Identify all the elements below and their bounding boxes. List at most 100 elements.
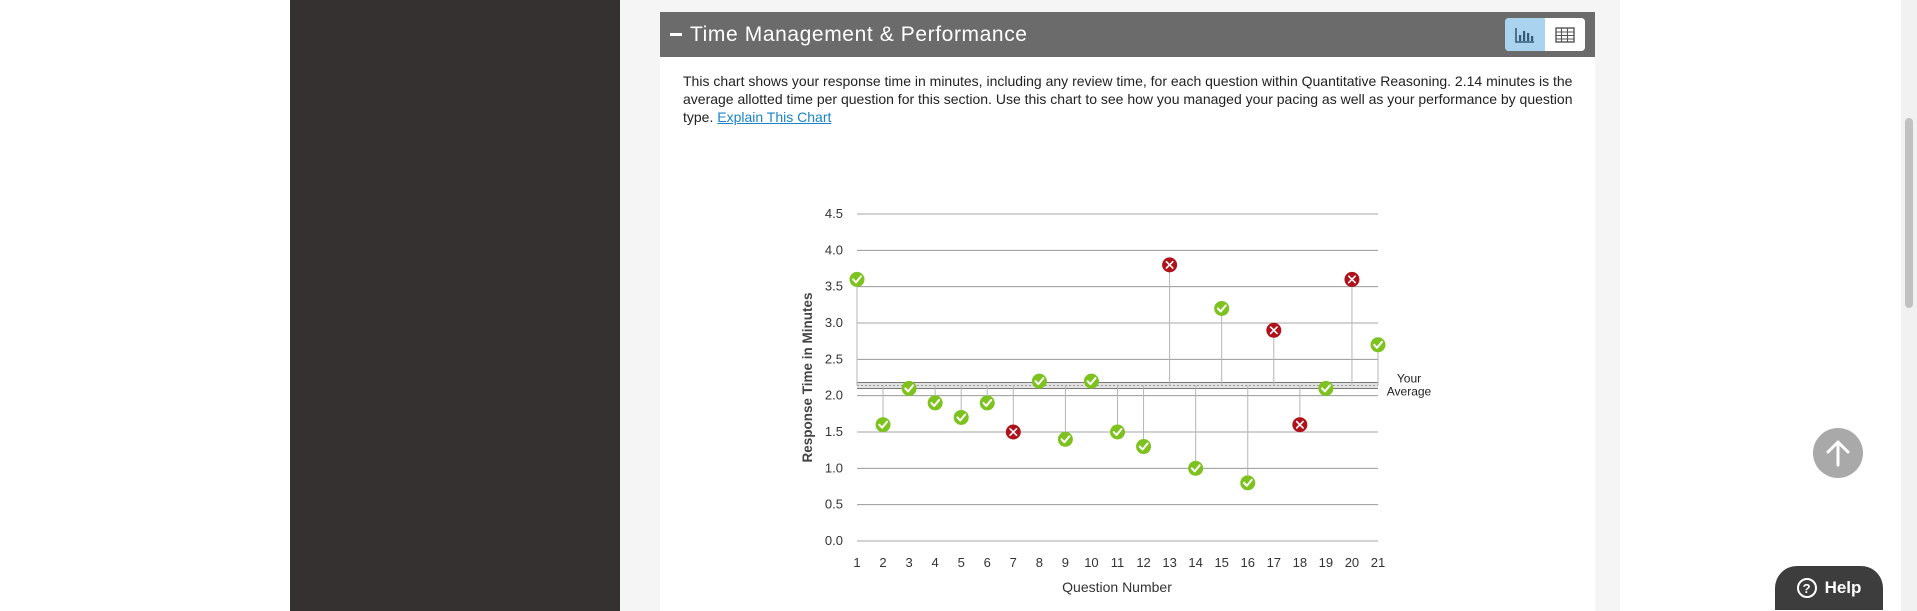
incorrect-point <box>1292 417 1308 433</box>
help-button[interactable]: ? Help <box>1775 566 1883 610</box>
help-label: Help <box>1824 578 1862 597</box>
correct-point <box>1188 460 1204 476</box>
x-tick-label: 1 <box>853 555 860 570</box>
check-icon <box>901 380 917 396</box>
left-margin <box>0 0 290 611</box>
section-header: Time Management & Performance <box>660 12 1595 57</box>
check-mark <box>904 384 915 393</box>
correct-point <box>1370 337 1386 353</box>
check-mark <box>1086 377 1097 386</box>
x-tick-label: 4 <box>932 555 939 570</box>
correct-point <box>927 395 943 411</box>
incorrect-point <box>1266 322 1282 338</box>
correct-point <box>849 271 865 287</box>
check-icon <box>1188 460 1204 476</box>
x-tick-label: 5 <box>958 555 965 570</box>
x-tick-label: 3 <box>905 555 912 570</box>
x-mark <box>1269 326 1278 335</box>
check-mark <box>982 398 993 407</box>
x-tick-label: 15 <box>1214 555 1228 570</box>
check-mark <box>1242 478 1253 487</box>
y-tick-label: 3.5 <box>825 279 843 294</box>
correct-point <box>979 395 995 411</box>
correct-point <box>1136 439 1152 455</box>
x-tick-label: 13 <box>1162 555 1176 570</box>
description-text: This chart shows your response time in m… <box>683 73 1573 125</box>
scrollbar-thumb[interactable] <box>1905 118 1913 308</box>
check-icon <box>1214 300 1230 316</box>
check-icon <box>1110 424 1125 440</box>
arrow-up-icon <box>1826 440 1850 467</box>
view-toggle <box>1505 18 1585 51</box>
check-icon <box>1370 337 1386 353</box>
check-mark <box>1138 442 1149 451</box>
correct-point <box>1110 424 1125 440</box>
x-tick-label: 8 <box>1036 555 1043 570</box>
x-tick-label: 6 <box>984 555 991 570</box>
x-mark <box>1295 420 1304 429</box>
incorrect-point <box>1162 257 1178 273</box>
y-tick-label: 1.5 <box>825 424 843 439</box>
x-tick-label: 7 <box>1010 555 1017 570</box>
correct-point <box>1057 431 1073 447</box>
correct-point <box>1318 380 1334 396</box>
correct-point <box>875 417 891 433</box>
y-tick-label: 0.5 <box>825 497 843 512</box>
check-mark <box>1216 304 1227 313</box>
check-mark <box>1321 384 1331 393</box>
x-tick-label: 9 <box>1062 555 1069 570</box>
x-tick-label: 20 <box>1345 555 1359 570</box>
y-axis-label: Response Time in Minutes <box>800 292 815 462</box>
check-mark <box>1373 340 1383 349</box>
check-icon <box>1240 475 1256 491</box>
explain-chart-link[interactable]: Explain This Chart <box>717 109 832 125</box>
check-icon <box>849 271 865 287</box>
correct-point <box>953 409 969 425</box>
x-tick-label: 2 <box>879 555 886 570</box>
back-to-top-button[interactable] <box>1813 428 1863 478</box>
check-mark <box>1190 464 1201 473</box>
chart-description: This chart shows your response time in m… <box>683 72 1578 126</box>
y-tick-label: 4.0 <box>825 242 843 257</box>
y-tick-label: 1.0 <box>825 460 843 475</box>
y-tick-label: 0.0 <box>825 533 843 548</box>
y-tick-label: 3.0 <box>825 315 843 330</box>
check-icon <box>979 395 995 411</box>
incorrect-point <box>1344 271 1360 287</box>
check-mark <box>878 420 889 429</box>
x-mark <box>1009 428 1018 436</box>
correct-point <box>1083 373 1099 389</box>
x-mark <box>1165 260 1174 269</box>
correct-point <box>1031 373 1047 389</box>
y-tick-label: 2.0 <box>825 388 843 403</box>
x-tick-label: 19 <box>1319 555 1333 570</box>
check-mark <box>956 413 967 422</box>
x-tick-label: 16 <box>1241 555 1255 570</box>
check-icon <box>1031 373 1047 389</box>
correct-point <box>1214 300 1230 316</box>
x-tick-label: 10 <box>1084 555 1098 570</box>
check-icon <box>1057 431 1073 447</box>
y-tick-label: 2.5 <box>825 351 843 366</box>
check-mark <box>930 398 941 407</box>
x-tick-label: 14 <box>1188 555 1202 570</box>
x-tick-label: 12 <box>1136 555 1150 570</box>
check-icon <box>1136 439 1152 455</box>
bar-chart-icon <box>1515 27 1534 43</box>
chart-view-button[interactable] <box>1505 18 1545 51</box>
check-mark <box>852 275 862 284</box>
x-tick-label: 21 <box>1371 555 1385 570</box>
side-panel <box>290 0 620 611</box>
minus-icon[interactable] <box>670 33 682 36</box>
check-icon <box>875 417 891 433</box>
correct-point <box>1240 475 1256 491</box>
x-mark <box>1347 275 1356 284</box>
x-tick-label: 17 <box>1267 555 1281 570</box>
check-mark <box>1060 435 1071 444</box>
time-management-section: Time Management & Performance This char <box>660 12 1595 611</box>
table-icon <box>1555 26 1575 43</box>
table-view-button[interactable] <box>1545 18 1585 51</box>
check-mark <box>1112 428 1123 436</box>
check-mark <box>1034 377 1045 386</box>
incorrect-point <box>1005 424 1021 440</box>
